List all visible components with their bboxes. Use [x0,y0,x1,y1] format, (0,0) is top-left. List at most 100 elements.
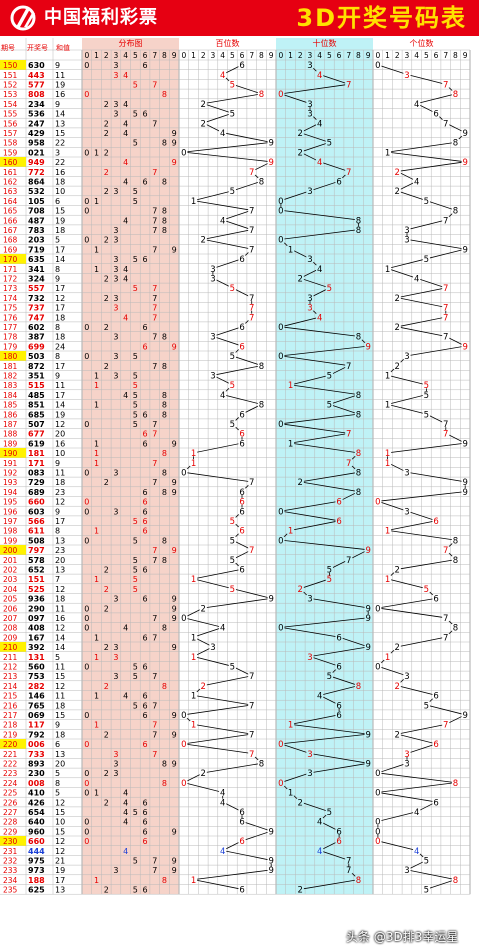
issue-number: 151 [3,71,18,80]
table-row: 192 083 11 0 83 0 8 3 [3,469,411,479]
hundreds-digit: 7 [249,546,254,556]
draw-number: 732 [28,294,45,303]
table-row: 212 560 11 5 60 5 6 0 [3,662,382,673]
distribution-digit: 8 [162,536,167,545]
digit-cell-mask [335,517,343,525]
digit-cell-mask [306,769,314,777]
digit-cell-mask [345,168,353,175]
distribution-digit: 7 [152,750,157,759]
distribution-digit-header: 4 [123,51,128,60]
digit-cell-mask [219,71,227,78]
hundreds-digit-header: 8 [259,51,264,60]
hundreds-digit: 7 [249,304,254,314]
tens-digit: 6 [336,498,341,508]
digit-cell-mask [451,876,460,884]
digit-cell-mask [393,682,401,690]
digit-cell-mask [248,750,256,757]
digit-cell-mask [461,245,469,253]
ones-digit: 3 [404,226,409,236]
digit-cell-mask [451,556,460,563]
digit-cell-mask [354,449,363,457]
issue-highlight [0,448,26,458]
tens-digit: 0 [278,624,283,634]
distribution-digit: 3 [113,275,118,284]
digit-cell-mask [354,410,363,418]
tens-digit: 7 [346,556,351,566]
tens-digit: 3 [307,110,312,120]
distribution-digit: 6 [143,692,148,701]
digit-cell-mask [238,885,246,893]
tens-digit: 8 [356,216,361,226]
tens-digit-header: 2 [298,51,303,60]
digit-cell-mask [306,303,314,311]
tens-digit: 3 [307,187,312,197]
digit-cell-mask [393,362,401,369]
digit-cell-mask [442,119,450,127]
distribution-digit: 1 [94,197,99,206]
digit-cell-mask [238,818,246,825]
issue-number: 193 [3,478,18,487]
issue-number: 167 [3,226,18,235]
hundreds-digit: 1 [191,633,196,643]
distribution-digit: 4 [123,158,128,167]
tens-digit-header: 9 [366,51,371,60]
ones-digit: 7 [443,313,448,323]
sum-value: 13 [55,536,65,545]
distribution-digit: 0 [84,663,89,672]
draw-number: 872 [28,362,45,371]
issue-number: 235 [3,886,18,895]
sum-value: 12 [55,585,65,594]
tens-digit: 2 [298,478,303,488]
digit-cell-mask [383,459,392,466]
digit-cell-mask [413,808,421,816]
ones-digit: 5 [424,410,429,420]
distribution-digit: 5 [133,372,138,381]
sum-value: 12 [55,420,65,429]
ones-digit: 7 [443,284,448,294]
tens-digit: 0 [278,236,283,246]
draw-number: 729 [28,478,45,487]
tens-digit: 4 [317,818,322,828]
draw-number: 532 [28,187,45,196]
tens-digit: 8 [356,449,361,459]
distribution-digit-header: 8 [162,51,167,60]
distribution-digit: 7 [152,294,157,303]
issue-number: 211 [3,653,18,662]
distribution-digit: 2 [104,129,109,138]
digit-cell-mask [277,536,285,544]
hundreds-digit: 0 [181,779,186,789]
ones-digit: 4 [414,808,419,818]
ones-digit-header: 9 [463,51,468,60]
digit-cell-mask [228,662,236,670]
issue-number: 159 [3,148,18,157]
digit-cell-mask [209,274,217,282]
issue-number: 229 [3,827,18,836]
digit-cell-mask [277,507,285,515]
hundreds-digit: 7 [249,245,254,255]
sum-value: 15 [55,672,65,681]
digit-cell-mask [238,488,246,496]
sum-value: 20 [55,760,65,769]
tens-digit: 9 [365,614,370,624]
ones-digit: 2 [395,168,400,178]
hundreds-digit: 7 [249,313,254,323]
hundreds-digit: 0 [181,614,186,624]
draw-number: 487 [28,216,45,225]
draw-number: 660 [28,837,45,846]
distribution-digit: 7 [152,430,157,439]
digit-cell-mask [286,245,295,253]
distribution-digit: 9 [172,342,177,351]
table-row: 217 069 15 0 6 9 0 6 9 [3,711,469,721]
table-row: 199 508 13 50 8 5 0 8 [3,536,460,546]
draw-number: 747 [28,313,45,322]
digit-cell-mask [180,740,188,748]
sum-value: 18 [55,333,65,342]
distribution-digit: 6 [143,595,148,604]
draw-number: 808 [28,90,45,99]
distribution-digit: 2 [104,100,109,109]
sum-value: 18 [55,178,65,187]
hundreds-digit: 4 [220,798,225,808]
distribution-digit: 6 [143,886,148,895]
sum-value: 17 [55,304,65,313]
digit-cell-mask [248,294,256,302]
